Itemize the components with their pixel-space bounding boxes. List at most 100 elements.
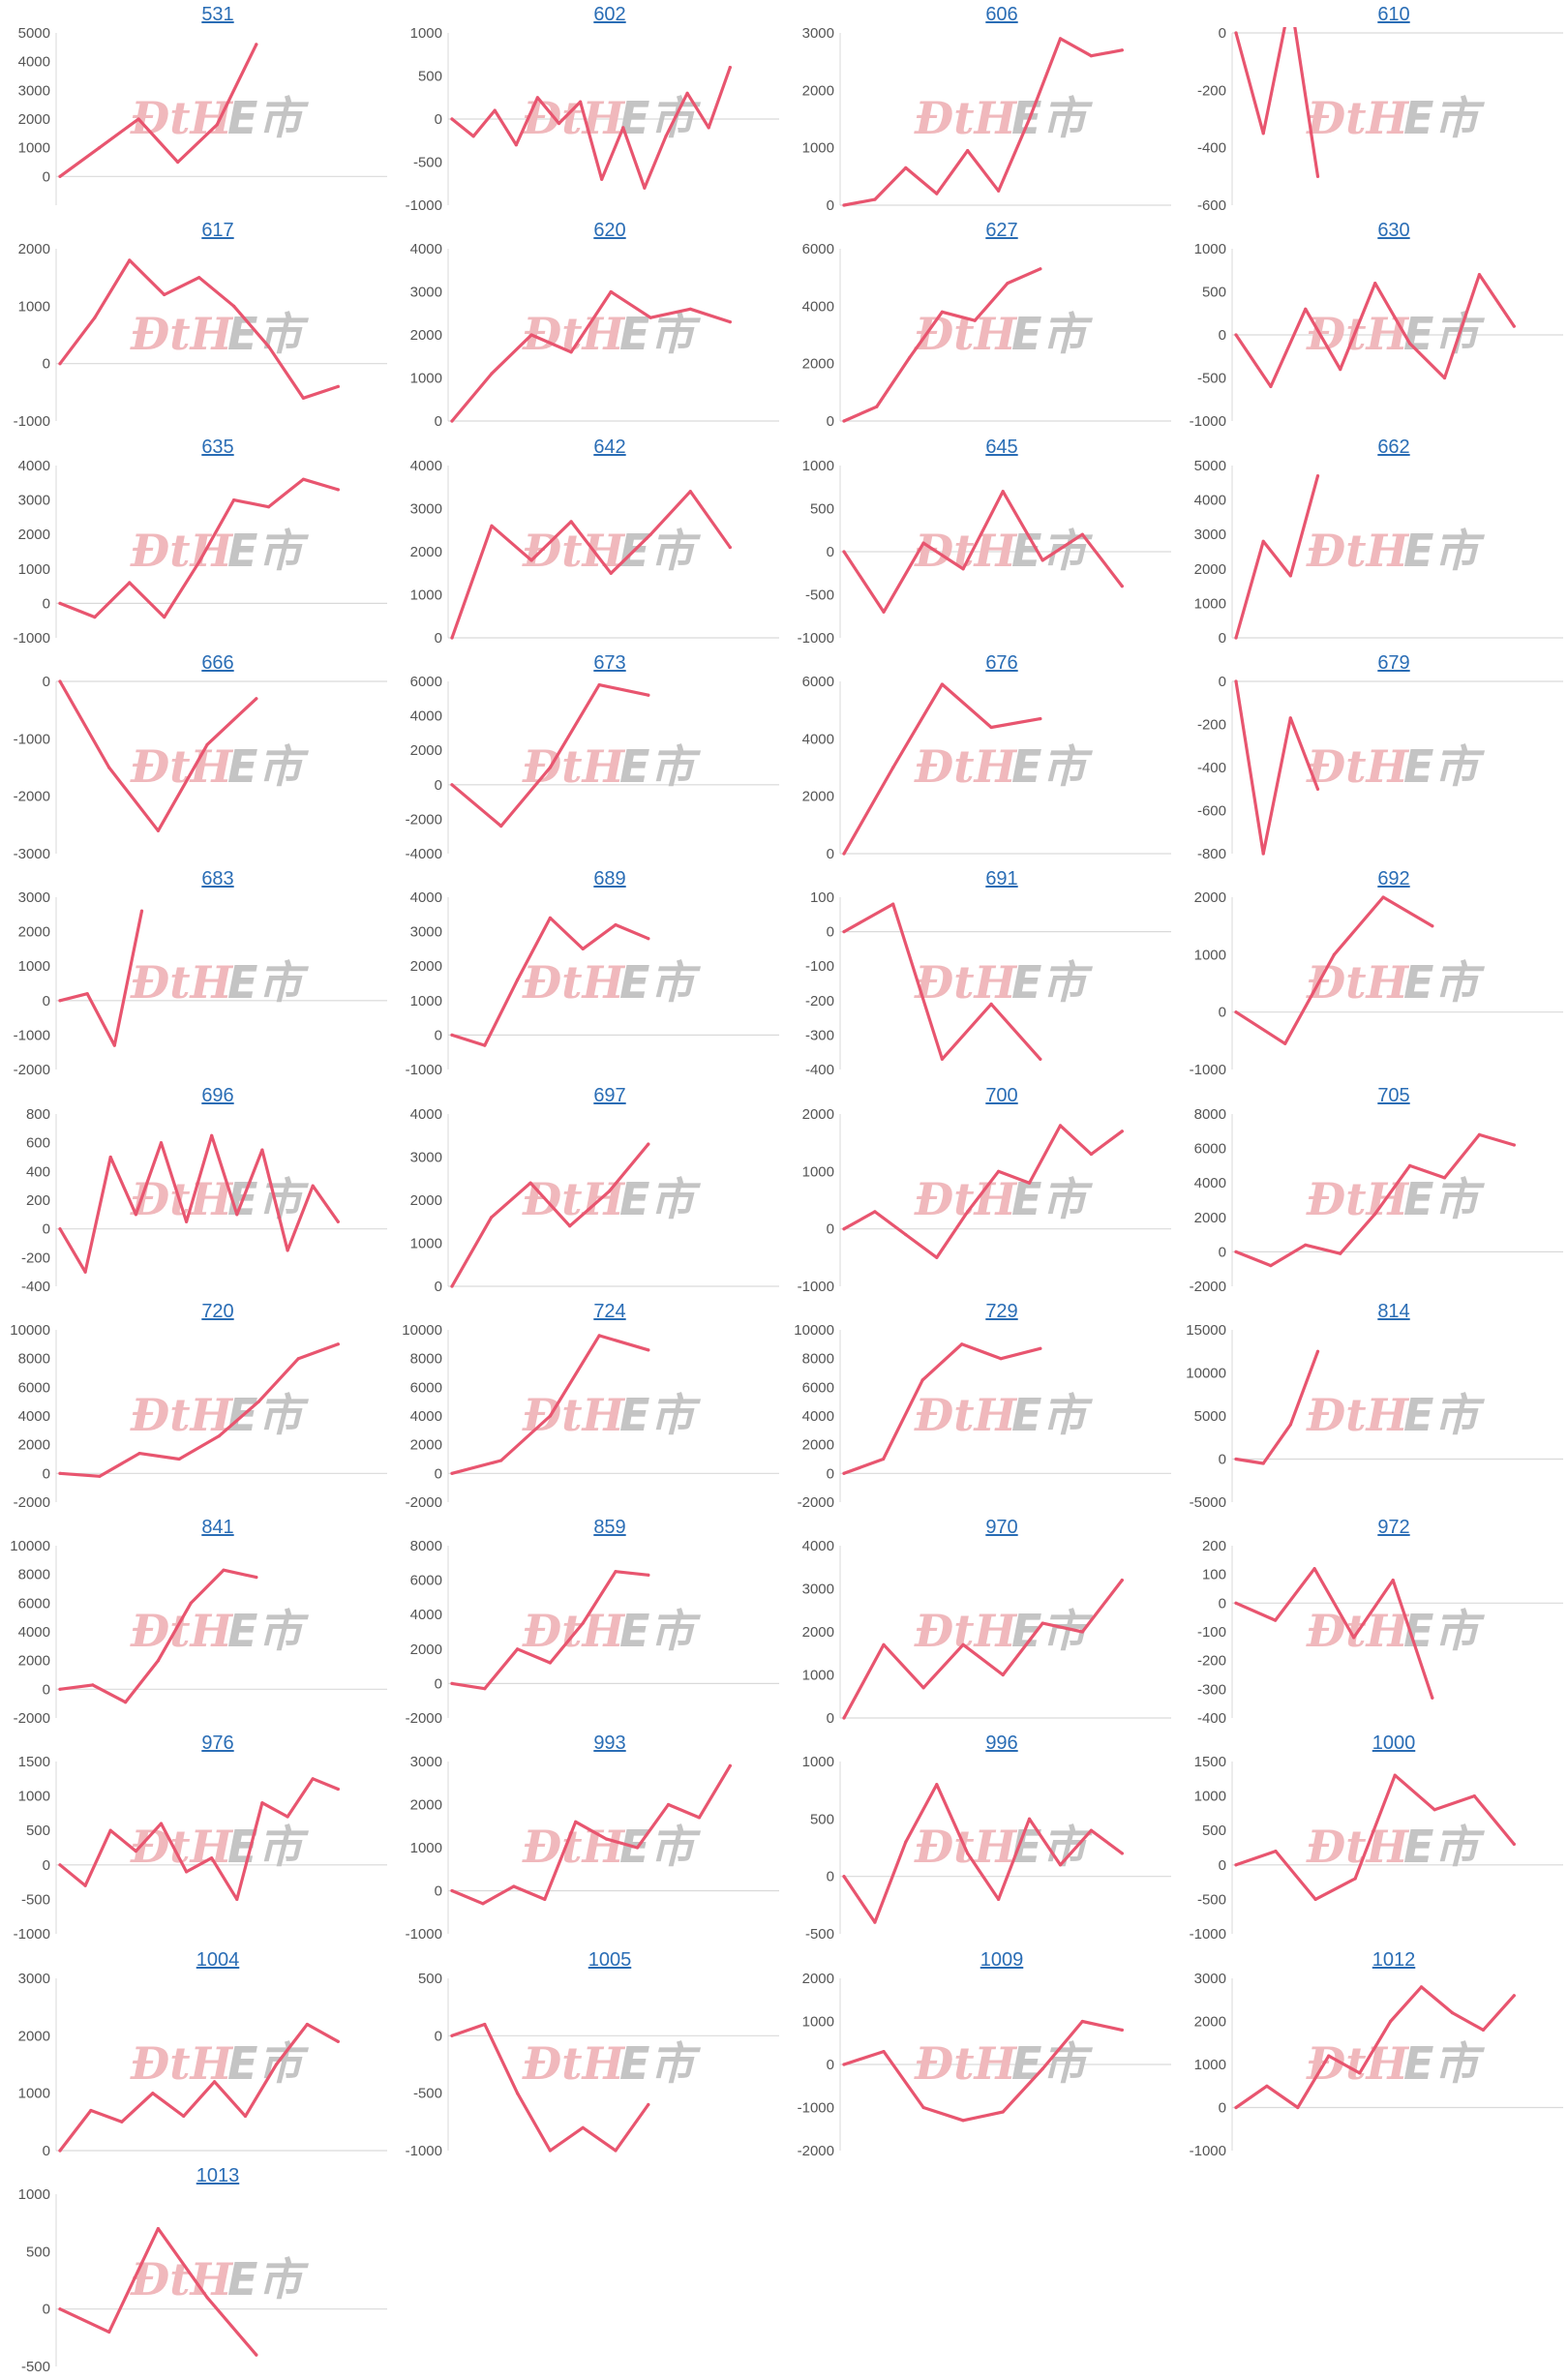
chart-title-link[interactable]: 841 xyxy=(201,1517,234,1539)
data-point xyxy=(232,497,236,501)
chart-title-link[interactable]: 1005 xyxy=(588,1948,632,1971)
data-point xyxy=(688,489,692,493)
chart-title-link[interactable]: 1000 xyxy=(1372,1732,1416,1755)
chart-title-link[interactable]: 531 xyxy=(201,4,234,25)
chart-title-link[interactable]: 692 xyxy=(1377,868,1410,890)
chart-title-link[interactable]: 673 xyxy=(593,651,626,674)
y-tick-label: 1000 xyxy=(802,2013,834,2030)
chart-title-link[interactable]: 972 xyxy=(1377,1517,1410,1539)
data-point xyxy=(581,947,585,951)
chart-title-link[interactable]: 705 xyxy=(1377,1084,1410,1106)
chart-title-link[interactable]: 645 xyxy=(985,436,1018,458)
chart-title-link[interactable]: 720 xyxy=(201,1300,234,1322)
data-point xyxy=(305,2022,309,2026)
chart-title-link[interactable]: 610 xyxy=(1377,4,1410,25)
data-point xyxy=(707,126,710,130)
chart-title-link[interactable]: 859 xyxy=(593,1517,626,1539)
data-point xyxy=(688,307,692,312)
chart-title-link[interactable]: 1009 xyxy=(980,1948,1024,1971)
chart-title-link[interactable]: 635 xyxy=(201,436,234,458)
chart-panel: 676 0 2000 4000 6000 ÐtH E市 xyxy=(784,652,1176,867)
data-point xyxy=(450,1681,454,1686)
y-tick-label: 1000 xyxy=(802,1163,834,1180)
chart-title-link[interactable]: 729 xyxy=(985,1300,1018,1322)
data-point xyxy=(1058,1123,1063,1127)
data-point xyxy=(481,1902,485,1906)
y-tick-label: 1500 xyxy=(18,1756,50,1770)
data-point xyxy=(205,742,209,746)
data-point xyxy=(1120,2028,1124,2032)
chart-title-link[interactable]: 642 xyxy=(593,436,626,458)
chart-title-link[interactable]: 691 xyxy=(985,868,1018,890)
data-point xyxy=(1001,1672,1005,1677)
chart-title-link[interactable]: 993 xyxy=(593,1732,626,1755)
chart-panel: 683 -2000 -1000 0 1000 2000 3000 ÐtH E市 xyxy=(0,868,392,1083)
watermark-logo-right: E市 xyxy=(1403,956,1485,1009)
chart-title-link[interactable]: 676 xyxy=(985,651,1018,674)
y-tick-label: 0 xyxy=(43,1681,50,1698)
chart-title-link[interactable]: 700 xyxy=(985,1084,1018,1106)
chart-title-link[interactable]: 683 xyxy=(201,868,234,890)
watermark-logo-left: ÐtH xyxy=(1306,1389,1409,1441)
data-point xyxy=(569,350,573,354)
data-point xyxy=(58,2149,62,2153)
chart-title-link[interactable]: 662 xyxy=(1377,436,1410,458)
chart-panel: 635 -1000 0 1000 2000 3000 4000 ÐtH E市 xyxy=(0,437,392,651)
y-tick-label: 2000 xyxy=(18,1436,50,1453)
chart-title-link[interactable]: 724 xyxy=(593,1300,626,1322)
chart-title-link[interactable]: 689 xyxy=(593,868,626,890)
y-tick-label: 0 xyxy=(43,1465,50,1482)
chart-panel: 602 -1000 -500 0 500 1000 ÐtH E市 xyxy=(392,4,784,219)
y-tick-label: -500 xyxy=(1197,371,1226,387)
data-point xyxy=(107,766,111,769)
chart-title-link[interactable]: 970 xyxy=(985,1517,1018,1539)
data-point xyxy=(597,682,601,687)
chart-title-link[interactable]: 679 xyxy=(1377,651,1410,674)
y-tick-label: 0 xyxy=(43,595,50,612)
y-tick-label: 2000 xyxy=(802,1973,834,1987)
data-point xyxy=(1089,54,1093,58)
chart-title-link[interactable]: 602 xyxy=(593,4,626,25)
y-tick-label: -1000 xyxy=(798,1279,834,1295)
data-point xyxy=(1381,895,1385,899)
chart-title-link[interactable]: 697 xyxy=(593,1084,626,1106)
y-tick-label: 1000 xyxy=(410,1235,442,1251)
chart-title-link[interactable]: 606 xyxy=(985,4,1018,25)
watermark-logo-right: E市 xyxy=(227,308,309,360)
data-point xyxy=(647,937,650,941)
chart-title-link[interactable]: 1012 xyxy=(1372,1948,1416,1971)
chart-title-link[interactable]: 814 xyxy=(1377,1300,1410,1322)
watermark-logo-right: E市 xyxy=(619,92,701,144)
chart-title-link[interactable]: 617 xyxy=(201,220,234,242)
data-point xyxy=(255,2353,258,2357)
chart-title-link[interactable]: 996 xyxy=(985,1732,1018,1755)
data-point xyxy=(1027,1818,1032,1822)
chart-title-link[interactable]: 627 xyxy=(985,220,1018,242)
y-tick-label: 2000 xyxy=(1194,1209,1226,1225)
chart-title-link[interactable]: 666 xyxy=(201,651,234,674)
y-tick-label: 4000 xyxy=(410,891,442,906)
chart-title-link[interactable]: 630 xyxy=(1377,220,1410,242)
chart-title-link[interactable]: 696 xyxy=(201,1084,234,1106)
chart-panel: 720 -2000 0 2000 4000 6000 8000 10000 ÐtH E市 xyxy=(0,1301,392,1516)
series-line xyxy=(450,489,732,640)
data-point xyxy=(1352,1636,1356,1640)
chart-title-link[interactable]: 1004 xyxy=(196,1948,240,1971)
y-tick-label: 2000 xyxy=(802,789,834,805)
chart-title-link[interactable]: 1013 xyxy=(196,2165,240,2186)
data-point xyxy=(210,1133,214,1137)
y-tick-label: -3000 xyxy=(14,846,50,862)
series-line xyxy=(842,2019,1124,2123)
y-tick-label: 100 xyxy=(1202,1567,1226,1583)
chart-title-link[interactable]: 620 xyxy=(593,220,626,242)
data-point xyxy=(301,396,305,401)
data-point xyxy=(647,2102,650,2106)
data-point xyxy=(1039,1346,1042,1350)
chart-title-link[interactable]: 976 xyxy=(201,1732,234,1755)
y-tick-label: 2000 xyxy=(802,1108,834,1123)
